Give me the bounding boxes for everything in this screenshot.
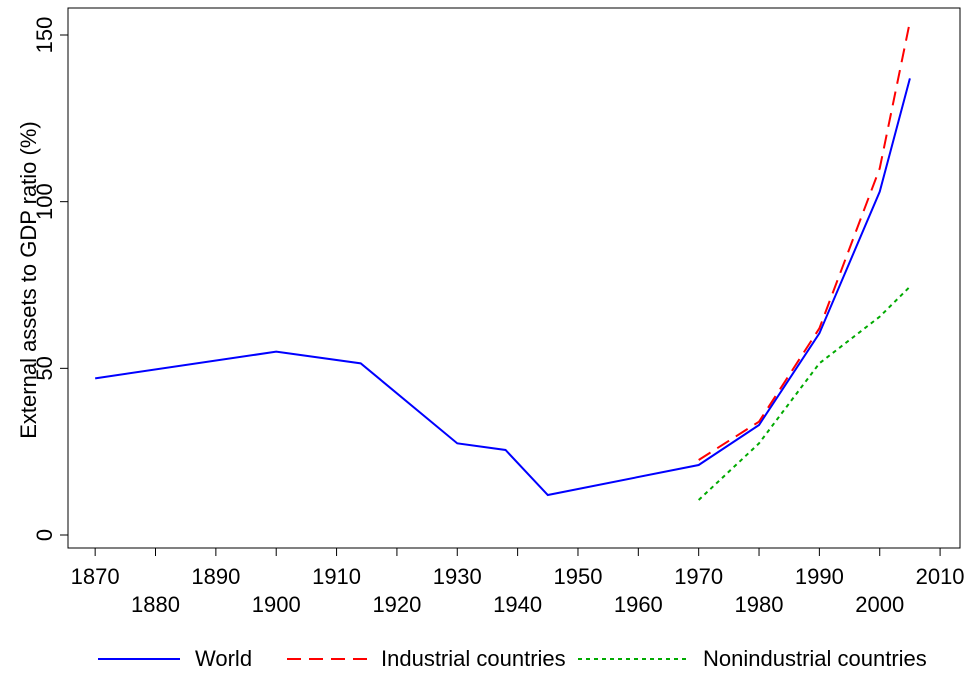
x-tick-label: 2000 <box>855 592 904 617</box>
x-tick-label: 1910 <box>312 564 361 589</box>
x-tick-label: 1930 <box>433 564 482 589</box>
x-tick-label: 1940 <box>493 592 542 617</box>
x-tick-label: 1990 <box>795 564 844 589</box>
legend-label: Nonindustrial countries <box>703 646 927 671</box>
x-tick-label: 1950 <box>553 564 602 589</box>
x-tick-label: 1920 <box>372 592 421 617</box>
y-tick-label: 0 <box>32 529 57 541</box>
x-tick-label: 1880 <box>131 592 180 617</box>
y-axis-label: External assets to GDP ratio (%) <box>16 121 41 439</box>
plot-frame <box>67 7 961 549</box>
y-tick-label: 100 <box>32 183 57 220</box>
series-line <box>95 78 911 497</box>
y-tick-label: 50 <box>32 356 57 380</box>
x-tick-label: 2010 <box>916 564 965 589</box>
series-line <box>698 21 911 461</box>
x-tick-label: 1900 <box>252 592 301 617</box>
series-line <box>697 285 911 501</box>
x-tick-label: 1980 <box>735 592 784 617</box>
x-tick-label: 1890 <box>191 564 240 589</box>
x-tick-label: 1870 <box>71 564 120 589</box>
y-tick-label: 150 <box>32 17 57 54</box>
x-tick-label: 1960 <box>614 592 663 617</box>
legend-label: World <box>195 646 252 671</box>
legend-label: Industrial countries <box>381 646 566 671</box>
x-tick-label: 1970 <box>674 564 723 589</box>
